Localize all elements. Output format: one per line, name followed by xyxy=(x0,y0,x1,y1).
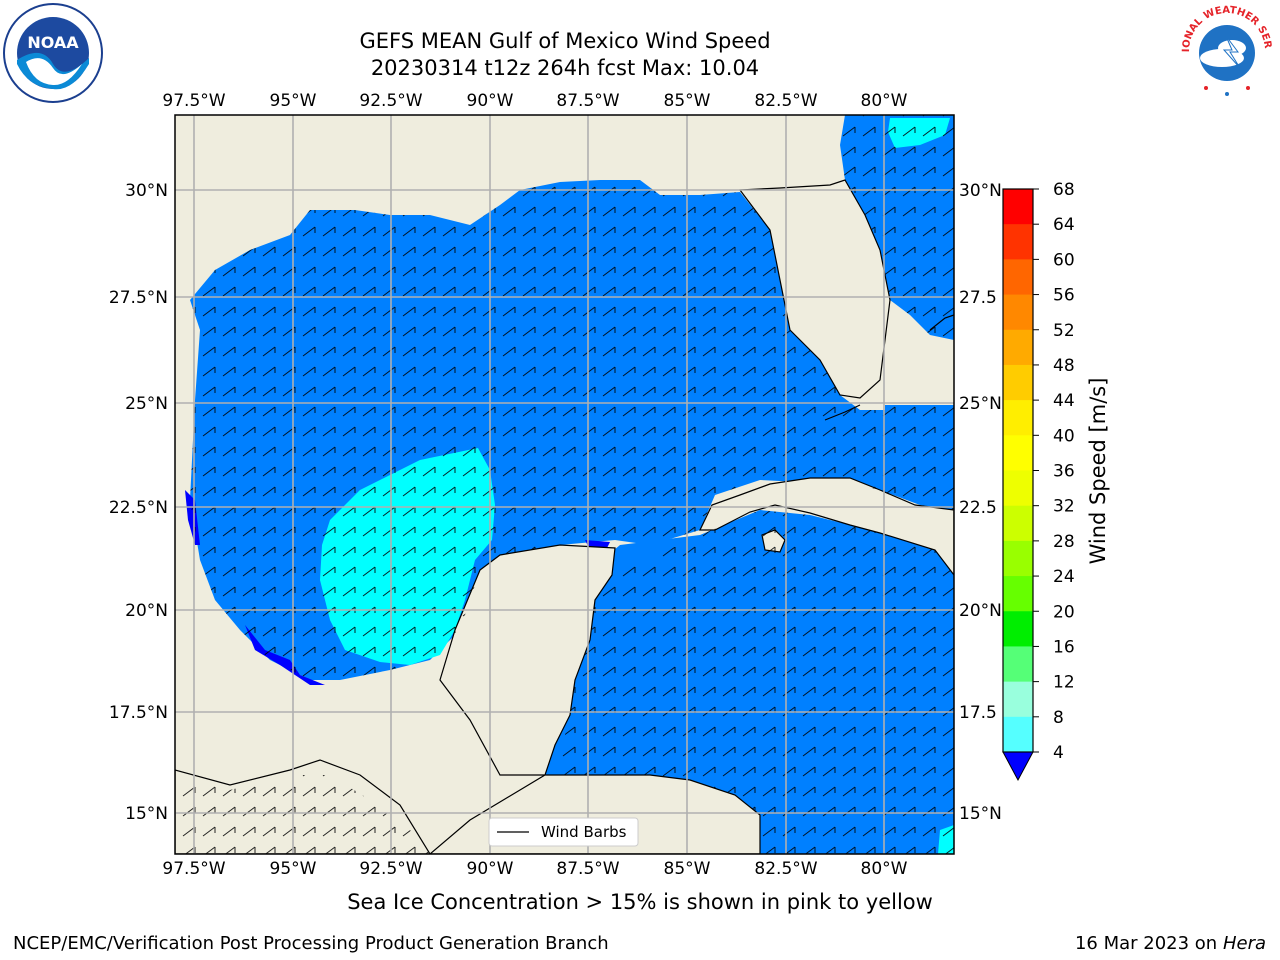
lon-label-bottom-5: 85°W xyxy=(664,859,711,879)
graticule xyxy=(175,115,954,854)
nws-logo: NATIONAL WEATHER SERVICE xyxy=(1172,0,1278,100)
lat-label-left-6: 15°N xyxy=(125,804,168,824)
colorbar-tick-label: 60 xyxy=(1053,250,1075,270)
lon-label-top-2: 92.5°W xyxy=(359,91,422,111)
colorbar-swatch xyxy=(1003,189,1033,225)
sea-ice-caption: Sea Ice Concentration > 15% is shown in … xyxy=(347,890,933,914)
lat-label-left-1: 27.5°N xyxy=(109,288,168,308)
lat-label-right-5: 17.5 xyxy=(959,703,997,723)
colorbar-tick-label: 12 xyxy=(1053,673,1075,693)
colorbar-under-arrow xyxy=(1002,751,1034,782)
colorbar-tick-label: 56 xyxy=(1053,286,1075,306)
colorbar-swatch xyxy=(1003,681,1033,718)
lon-label-bottom-4: 87.5°W xyxy=(556,859,619,879)
colorbar-swatch xyxy=(1003,505,1033,542)
lat-labels-left: 30°N 27.5°N 25°N 22.5°N 20°N 17.5°N 15°N xyxy=(109,181,168,824)
colorbar-swatch xyxy=(1003,576,1033,612)
colorbar-swatch xyxy=(1003,364,1033,401)
colorbar-swatch xyxy=(1003,611,1033,647)
cuba xyxy=(699,477,954,576)
map-frame xyxy=(174,114,955,855)
lon-label-bottom-0: 97.5°W xyxy=(162,859,225,879)
lat-label-right-4: 20°N xyxy=(959,601,1002,621)
lon-labels: 97.5°W 95°W 92.5°W 90°W 87.5°W 85°W 82.5… xyxy=(162,91,907,879)
wind-barbs xyxy=(175,115,954,854)
colorbar-swatch xyxy=(1003,224,1033,260)
colorbar-tick-label: 28 xyxy=(1053,532,1075,552)
colorbar-tick-label: 40 xyxy=(1053,426,1075,446)
lon-label-top-7: 80°W xyxy=(861,91,908,111)
colorbar-label: Wind Speed [m/s] xyxy=(1086,378,1110,565)
colorbar-tick-label: 64 xyxy=(1053,215,1075,235)
lat-label-right-6: 15°N xyxy=(959,804,1002,824)
lat-label-right-2: 25°N xyxy=(959,394,1002,414)
lon-label-bottom-1: 95°W xyxy=(270,859,317,879)
colorbar-swatch xyxy=(1003,329,1033,366)
lon-label-top-1: 95°W xyxy=(270,91,317,111)
colorbar-tick-label: 44 xyxy=(1053,391,1075,411)
map-area xyxy=(175,115,954,854)
lat-label-right-3: 22.5 xyxy=(959,498,997,518)
colorbar-tick-label: 36 xyxy=(1053,462,1075,482)
colorbar-tick-label: 4 xyxy=(1053,743,1064,763)
colorbar-tick-label: 8 xyxy=(1053,708,1064,728)
colorbar-swatch xyxy=(1003,294,1033,331)
lat-label-left-0: 30°N xyxy=(125,181,168,201)
colorbar-swatch xyxy=(1003,470,1033,507)
lon-label-top-6: 82.5°W xyxy=(754,91,817,111)
colorbar-tick-label: 32 xyxy=(1053,497,1075,517)
map-legend: Wind Barbs xyxy=(488,817,639,847)
colorbar-tick-label: 68 xyxy=(1053,180,1075,200)
colorbar-tick-label: 48 xyxy=(1053,356,1075,376)
noaa-logo: NOAA xyxy=(2,2,104,104)
noaa-logo-text: NOAA xyxy=(27,33,79,52)
colorbar: 68 64 60 56 52 48 44 40 36 32 28 24 20 16 12 8 4 Wind Sp… xyxy=(1002,180,1110,782)
title-line-1: GEFS MEAN Gulf of Mexico Wind Speed xyxy=(359,29,771,53)
colorbar-swatch xyxy=(1003,646,1033,683)
date-machine: 16 Mar 2023 on Hera xyxy=(1075,933,1266,954)
lat-label-left-4: 20°N xyxy=(125,601,168,621)
lon-label-bottom-6: 82.5°W xyxy=(754,859,817,879)
colorbar-tick-label: 24 xyxy=(1053,567,1075,587)
lon-label-bottom-3: 90°W xyxy=(467,859,514,879)
machine-name: Hera xyxy=(1222,933,1266,954)
colorbar-swatch xyxy=(1003,259,1033,296)
legend-label: Wind Barbs xyxy=(541,823,627,841)
title-line-2: 20230314 t12z 264h fcst Max: 10.04 xyxy=(370,56,760,80)
colorbar-swatch xyxy=(1003,400,1033,436)
lat-label-left-3: 22.5°N xyxy=(109,498,168,518)
run-date: 16 Mar 2023 on xyxy=(1074,933,1218,954)
lon-label-top-4: 87.5°W xyxy=(556,91,619,111)
lat-label-right-0: 30°N xyxy=(959,181,1002,201)
colorbar-swatch xyxy=(1003,435,1033,471)
colorbar-swatch xyxy=(1003,540,1033,577)
lon-label-bottom-2: 92.5°W xyxy=(359,859,422,879)
lat-labels-right: 30°N 27.5 25°N 22.5 20°N 17.5 15°N xyxy=(959,181,1002,824)
lat-label-left-2: 25°N xyxy=(125,394,168,414)
lon-label-top-5: 85°W xyxy=(664,91,711,111)
colorbar-tick-label: 20 xyxy=(1053,602,1075,622)
colorbar-tick-label: 52 xyxy=(1053,321,1075,341)
colorbar-tick-label: 16 xyxy=(1053,637,1075,657)
lon-label-top-0: 97.5°W xyxy=(162,91,225,111)
colorbar-swatch xyxy=(1003,716,1033,753)
lat-label-right-1: 27.5 xyxy=(959,288,997,308)
lon-label-bottom-7: 80°W xyxy=(861,859,908,879)
credit-text: NCEP/EMC/Verification Post Processing Pr… xyxy=(13,933,609,954)
lat-label-left-5: 17.5°N xyxy=(109,703,168,723)
lon-label-top-3: 90°W xyxy=(467,91,514,111)
